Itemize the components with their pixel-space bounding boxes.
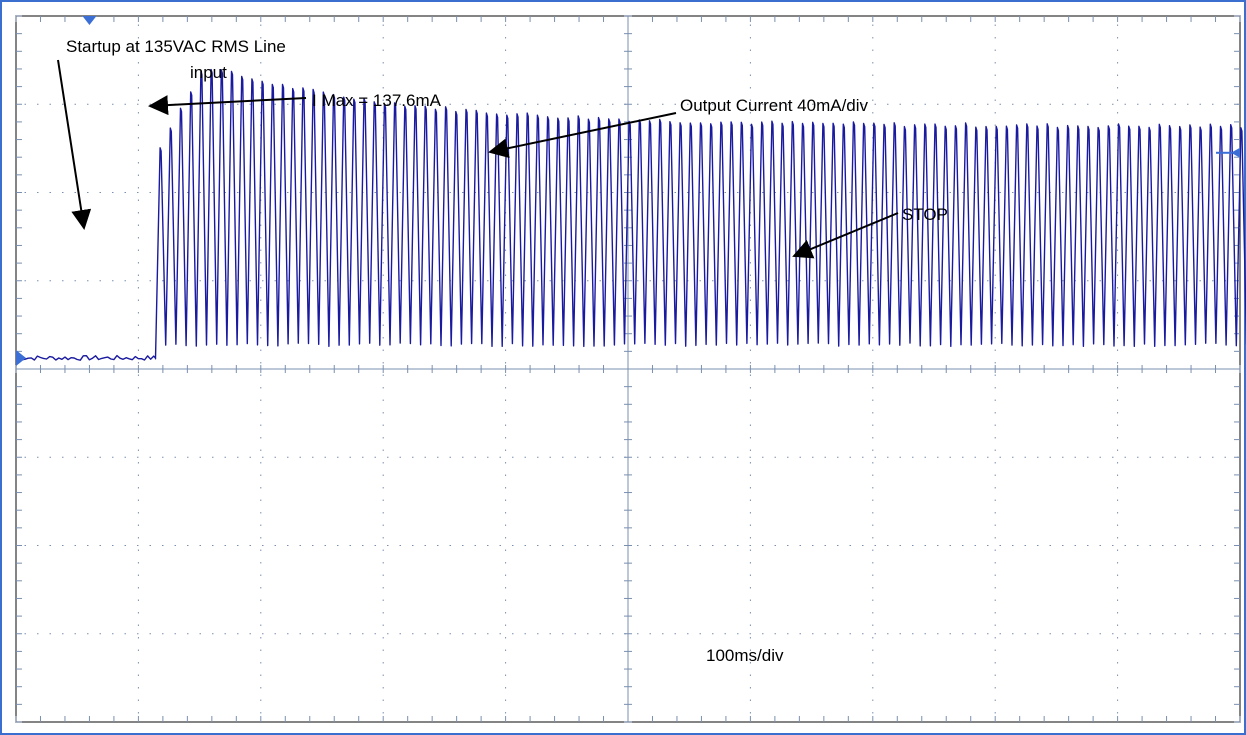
output-current-arrow — [488, 112, 677, 159]
timebase-label: 100ms/div — [706, 646, 784, 665]
output-current-label: Output Current 40mA/div — [680, 96, 869, 115]
channel-markers — [16, 16, 1240, 366]
imax-label: I Max = 137.6mA — [312, 91, 442, 110]
output-current-trace — [15, 68, 1246, 361]
trigger-position-marker-icon — [82, 16, 97, 25]
ground-level-marker-icon — [16, 349, 26, 366]
annotations: Startup at 135VAC RMS Line input I Max =… — [57, 37, 948, 665]
grid — [15, 15, 1241, 723]
trigger-level-marker-icon — [1231, 147, 1240, 158]
startup-label-line1: Startup at 135VAC RMS Line — [66, 37, 286, 56]
stop-arrow — [792, 212, 899, 259]
imax-arrow — [148, 95, 307, 116]
startup-arrow — [57, 59, 92, 230]
output-current-line — [15, 68, 1246, 361]
stop-label: STOP — [902, 205, 948, 224]
startup-label-line2: input — [190, 63, 227, 82]
